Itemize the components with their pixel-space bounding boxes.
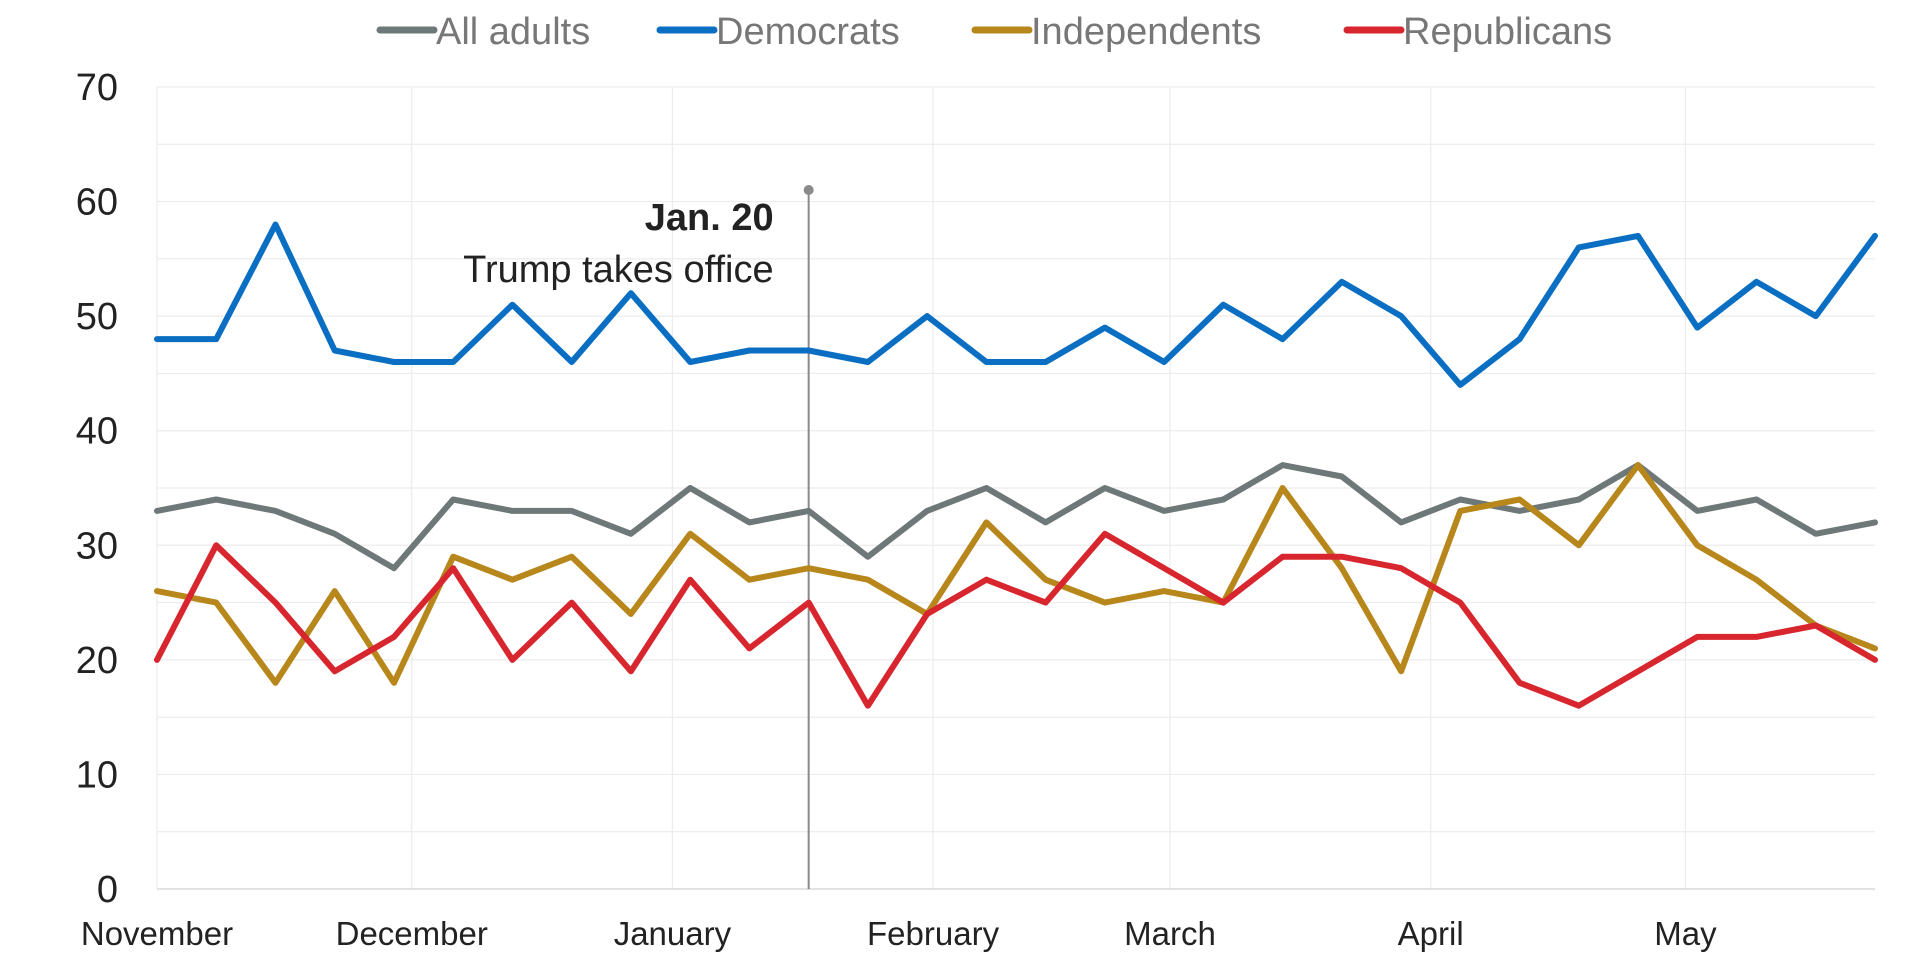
- annotation: Jan. 20 Trump takes office: [463, 185, 814, 889]
- legend-label: Independents: [1031, 11, 1261, 53]
- y-tick-label: 0: [97, 869, 118, 911]
- y-tick-label: 60: [76, 182, 118, 224]
- x-tick-label: February: [867, 915, 1000, 952]
- legend-label: Democrats: [716, 11, 900, 53]
- y-tick-label: 30: [76, 525, 118, 567]
- x-tick-label: November: [81, 915, 233, 952]
- series-lines: [154, 221, 1878, 709]
- grid: [156, 86, 1875, 890]
- x-axis: November December January February March Apri…: [81, 888, 1875, 952]
- series-line-republicans: [154, 530, 1878, 709]
- legend-label: All adults: [436, 11, 590, 53]
- y-tick-label: 70: [76, 67, 118, 109]
- y-axis: 0 10 20 30 40 50 60 70: [76, 67, 118, 911]
- x-tick-label: April: [1398, 915, 1464, 952]
- x-tick-label: March: [1124, 915, 1216, 952]
- y-tick-label: 10: [76, 754, 118, 796]
- y-tick-label: 40: [76, 411, 118, 453]
- series-line-democrats: [154, 221, 1878, 388]
- legend: All adults Democrats Independents Republica…: [376, 11, 1612, 53]
- x-tick-label: January: [614, 915, 732, 952]
- annotation-title: Jan. 20: [645, 197, 774, 239]
- annotation-dot: [803, 185, 814, 195]
- legend-label: Republicans: [1403, 11, 1612, 53]
- y-tick-label: 20: [76, 640, 118, 682]
- series-line-independents: [154, 462, 1878, 686]
- x-tick-label: December: [336, 915, 488, 952]
- y-tick-label: 50: [76, 296, 118, 338]
- series-line-all-adults: [154, 462, 1878, 572]
- annotation-text: Trump takes office: [463, 249, 773, 291]
- x-tick-label: May: [1654, 915, 1717, 952]
